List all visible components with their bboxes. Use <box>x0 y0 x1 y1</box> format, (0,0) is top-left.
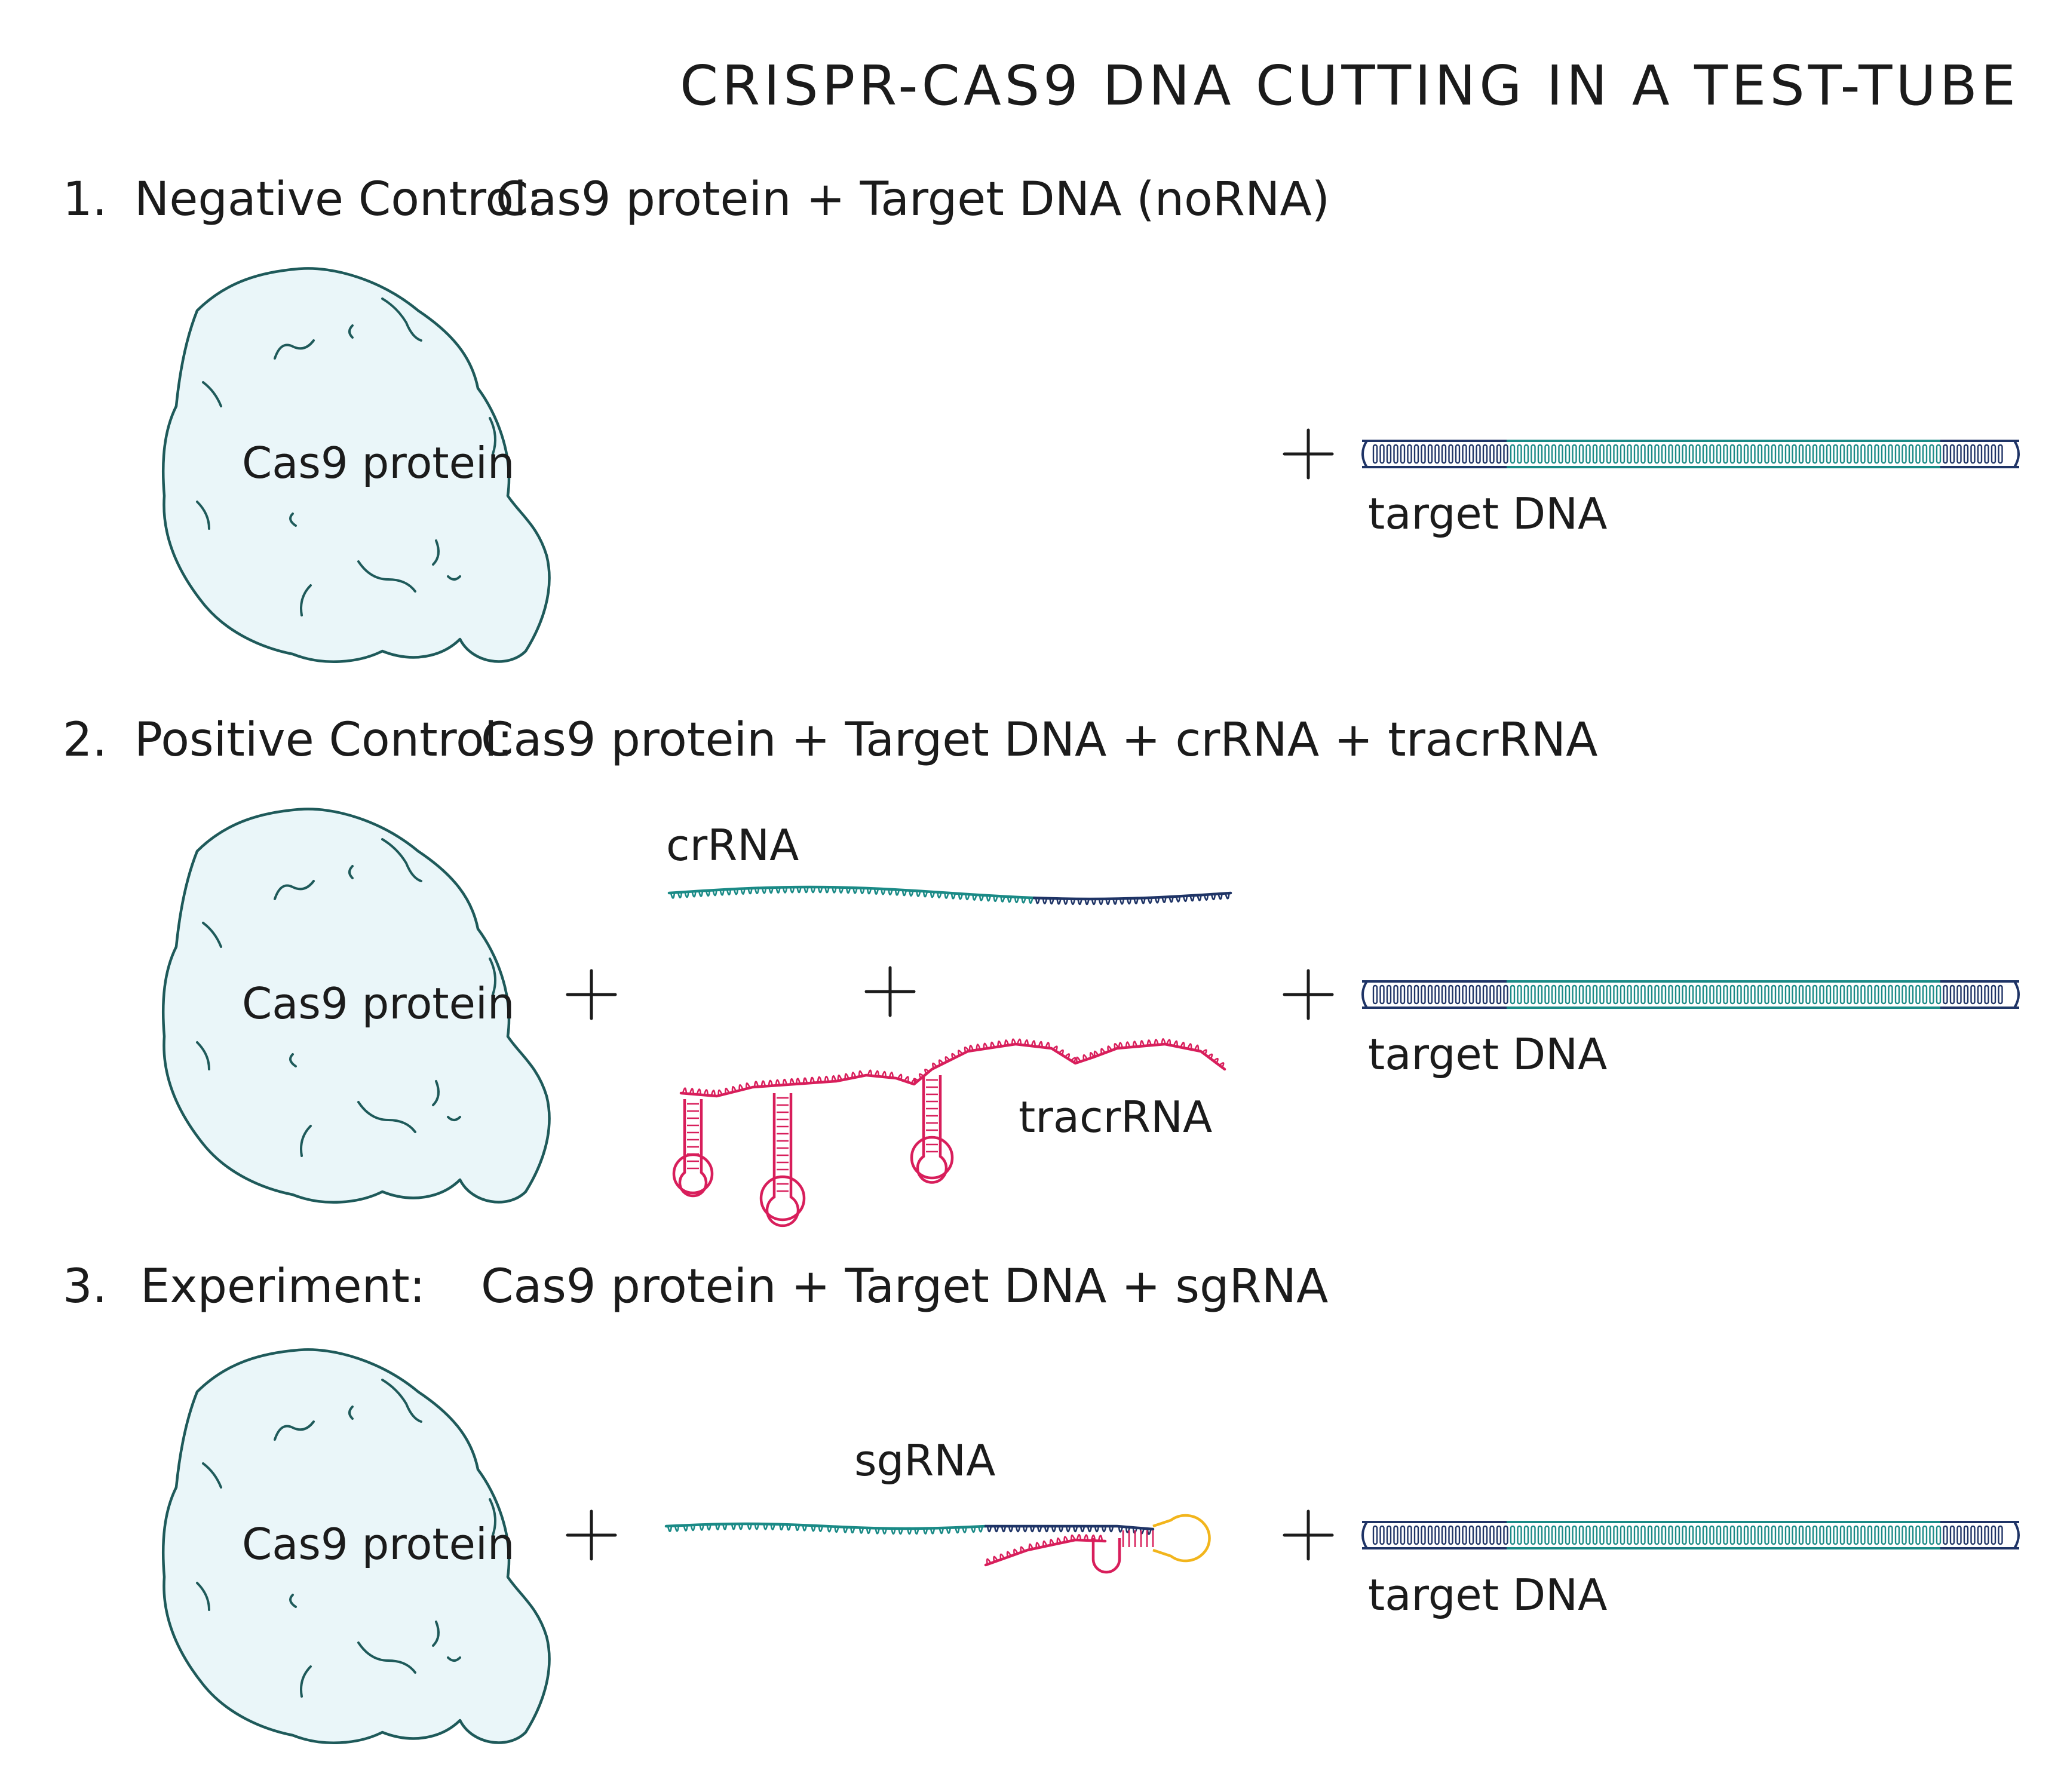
target-dna-label: target DNA <box>1368 1570 1607 1620</box>
plus-sign <box>566 969 617 1020</box>
plus-sign <box>1283 969 1334 1020</box>
plus-sign <box>1283 1509 1334 1561</box>
target-dna-label: target DNA <box>1368 1029 1607 1079</box>
cas9-protein <box>161 267 551 663</box>
section-1-name: Negative Control: <box>134 173 542 226</box>
plus-sign <box>566 1509 617 1561</box>
section-1-number: 1. <box>63 173 107 226</box>
section-1-formula: Cas9 protein + Target DNA (noRNA) <box>496 173 1330 226</box>
target-dna <box>1361 1521 2020 1549</box>
cas9-protein <box>161 808 551 1204</box>
section-positive-control: 2. Positive Control: Cas9 protein + Targ… <box>63 713 2020 1228</box>
cas9-protein <box>161 1348 551 1744</box>
tracrrna-label: tracrRNA <box>1019 1092 1212 1142</box>
section-3-formula: Cas9 protein + Target DNA + sgRNA <box>481 1260 1328 1314</box>
sgrna-label: sgRNA <box>854 1435 995 1486</box>
section-3-name: Experiment: <box>140 1260 425 1314</box>
cas9-protein-label: Cas9 protein <box>242 438 515 488</box>
section-3-number: 3. <box>63 1260 107 1314</box>
plus-sign <box>864 966 916 1017</box>
target-dna-label: target DNA <box>1368 489 1607 539</box>
section-2-formula: Cas9 protein + Target DNA + crRNA + trac… <box>481 713 1597 767</box>
target-dna <box>1361 980 2020 1009</box>
crrna-label: crRNA <box>666 820 799 870</box>
plus-sign <box>1283 428 1334 480</box>
section-2-number: 2. <box>63 713 107 767</box>
crrna-strand <box>667 885 1232 906</box>
cas9-protein-label: Cas9 protein <box>242 978 515 1029</box>
target-dna <box>1361 440 2020 468</box>
sgrna-strand <box>664 1514 1211 1574</box>
tracrrna-strand <box>672 1038 1226 1228</box>
section-2-name: Positive Control: <box>134 713 513 767</box>
diagram-title: CRISPR-CAS9 DNA CUTTING IN A TEST-TUBE <box>680 54 2019 118</box>
section-negative-control: 1. Negative Control: Cas9 protein + Targ… <box>63 173 2020 663</box>
section-experiment: 3. Experiment: Cas9 protein + Target DNA… <box>63 1260 2020 1744</box>
cas9-protein-label: Cas9 protein <box>242 1519 515 1569</box>
